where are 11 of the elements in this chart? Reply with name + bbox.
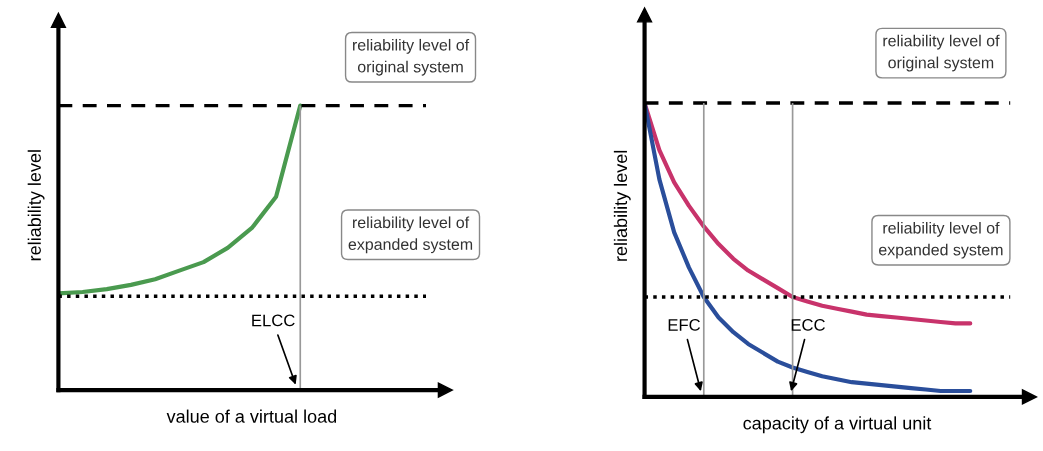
annotation: EFC [668,319,701,331]
x-axis-title: value of a virtual load [166,409,337,423]
y-axis-title: reliability level [27,150,45,261]
y-axis-title: reliability level [613,150,631,261]
x-axis-title: capacity of a virtual unit [743,416,932,434]
annotation: ELCC [252,314,295,327]
annotation: ECC [791,319,825,331]
annotation: reliability level of expanded system [879,221,1003,259]
text: reliability level of original system [353,38,470,76]
text: reliability level of original system [883,34,1000,72]
annotation: reliability level of expanded system [348,216,473,254]
